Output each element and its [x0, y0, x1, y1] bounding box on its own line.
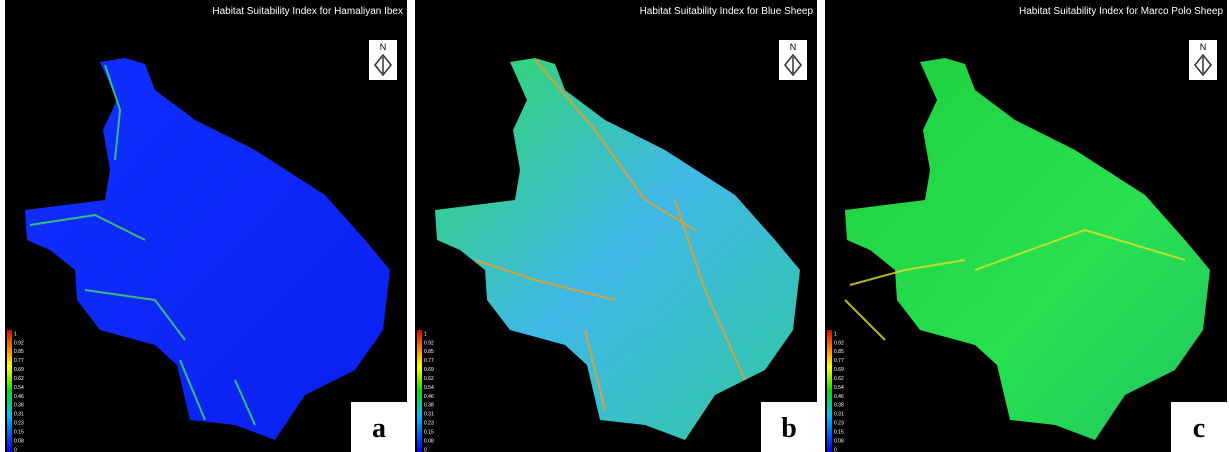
legend-label: 0: [834, 447, 837, 452]
legend-label: 0.15: [834, 429, 844, 435]
legend-label: 0.92: [424, 340, 434, 346]
legend-label: 0.23: [424, 421, 434, 427]
legend-label: 0.31: [14, 412, 24, 418]
habitat-streak: [534, 59, 696, 231]
panel: Habitat Suitability Index for Marco Polo…: [825, 0, 1227, 452]
panel: Habitat Suitability Index for Blue Sheep…: [415, 0, 817, 452]
legend-label: 0.85: [14, 349, 24, 355]
legend-label: 1: [424, 331, 427, 337]
panel: Habitat Suitability Index for Hamaliyan …: [5, 0, 407, 452]
legend-label: 0.08: [14, 438, 24, 444]
legend-colorbar: [417, 330, 422, 452]
habitat-streak: [474, 259, 616, 301]
habitat-streak: [179, 359, 206, 421]
legend-label: 0.77: [424, 358, 434, 364]
legend-label: 0.85: [424, 349, 434, 355]
legend-label: 0.85: [834, 349, 844, 355]
legend-label: 0.54: [424, 385, 434, 391]
habitat-streak: [584, 329, 606, 411]
legend-label: 0.46: [424, 394, 434, 400]
legend-label: 0: [424, 447, 427, 452]
legend-label: 0.38: [14, 403, 24, 409]
north-label: N: [790, 42, 797, 52]
panel-letter: b: [781, 413, 797, 444]
legend-label: 0.15: [424, 429, 434, 435]
legend-label: 0.77: [14, 358, 24, 364]
legend-label: 0.23: [14, 421, 24, 427]
habitat-streak: [974, 228, 1186, 271]
north-label: N: [380, 42, 387, 52]
north-label: N: [1200, 42, 1207, 52]
north-arrow: [1194, 53, 1212, 77]
legend-label: 0.62: [834, 376, 844, 382]
letter-box: [1171, 402, 1227, 452]
legend-label: 0.38: [424, 403, 434, 409]
legend-label: 0.38: [834, 403, 844, 409]
panel-letter: a: [372, 413, 386, 444]
habitat-streak: [84, 289, 186, 341]
habitat-streak: [849, 259, 966, 286]
legend-label: 0.69: [834, 367, 844, 373]
legend-label: 0.46: [14, 394, 24, 400]
legend-label: 0.77: [834, 358, 844, 364]
habitat-streak: [674, 199, 746, 381]
north-arrow: [784, 53, 802, 77]
legend-label: 0.08: [424, 438, 434, 444]
legend-colorbar: [7, 330, 12, 452]
panel-title: Habitat Suitability Index for Blue Sheep: [640, 6, 814, 17]
study-area: [435, 58, 800, 440]
panel-title: Habitat Suitability Index for Marco Polo…: [1019, 6, 1223, 17]
legend-label: 0.62: [14, 376, 24, 382]
legend-label: 0.54: [14, 385, 24, 391]
legend-label: 0.23: [834, 421, 844, 427]
habitat-streak: [844, 299, 886, 341]
north-arrow: [374, 53, 392, 77]
habitat-streak: [104, 64, 122, 161]
legend-label: 0.46: [834, 394, 844, 400]
legend-label: 0.31: [424, 412, 434, 418]
legend-label: 0.31: [834, 412, 844, 418]
legend-label: 0.92: [834, 340, 844, 346]
panel-letter: c: [1193, 413, 1205, 444]
legend-colorbar: [827, 330, 832, 452]
panel-title: Habitat Suitability Index for Hamaliyan …: [212, 6, 403, 17]
legend-label: 0: [14, 447, 17, 452]
study-area: [845, 58, 1210, 440]
legend-label: 1: [14, 331, 17, 337]
legend-label: 0.08: [834, 438, 844, 444]
letter-box: [761, 402, 817, 452]
legend-label: 0.92: [14, 340, 24, 346]
habitat-streak: [234, 379, 256, 426]
habitat-streak: [29, 213, 146, 241]
legend-label: 0.15: [14, 429, 24, 435]
legend-label: 0.69: [14, 367, 24, 373]
legend-label: 0.54: [834, 385, 844, 391]
letter-box: [351, 402, 407, 452]
legend-label: 0.62: [424, 376, 434, 382]
legend-label: 1: [834, 331, 837, 337]
legend-label: 0.69: [424, 367, 434, 373]
